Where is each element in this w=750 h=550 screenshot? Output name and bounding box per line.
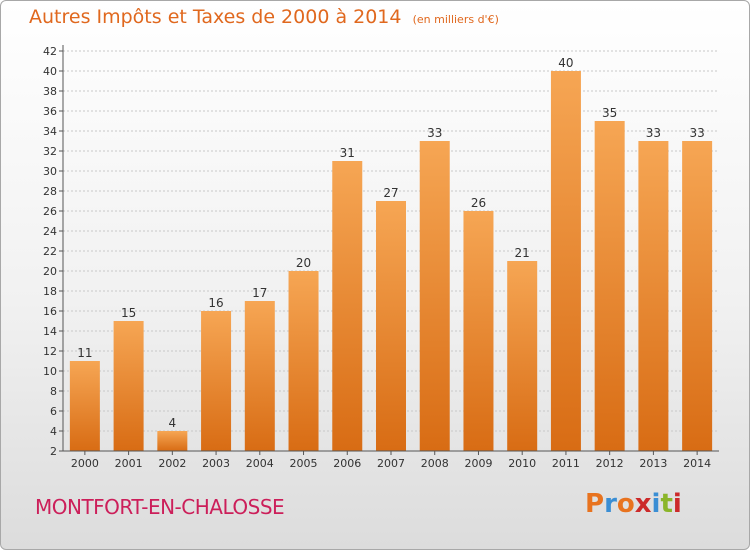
x-tick-label: 2006 xyxy=(333,457,361,470)
y-tick-label: 20 xyxy=(43,265,57,278)
chart-title: Autres Impôts et Taxes de 2000 à 2014 (e… xyxy=(29,6,499,28)
bar-2006 xyxy=(332,161,363,451)
y-tick-label: 42 xyxy=(43,45,57,58)
x-tick-label: 2003 xyxy=(202,457,230,470)
x-tick-label: 2001 xyxy=(115,457,143,470)
x-tick-label: 2004 xyxy=(246,457,274,470)
logo-letter: P xyxy=(585,489,605,519)
bar-2011 xyxy=(550,71,581,451)
logo-letter: i xyxy=(672,489,682,519)
y-tick-label: 16 xyxy=(43,305,57,318)
bar-2002 xyxy=(157,431,188,451)
x-tick-label: 2008 xyxy=(421,457,449,470)
bar-2000 xyxy=(69,361,100,451)
bar-2012 xyxy=(594,121,625,451)
chart-unit: (en milliers d'€) xyxy=(412,13,499,26)
bar-value-label: 21 xyxy=(515,246,530,260)
x-tick-label: 2009 xyxy=(464,457,492,470)
logo-letter: r xyxy=(604,489,617,519)
y-tick-label: 40 xyxy=(43,65,57,78)
bar-2009 xyxy=(463,211,494,451)
y-tick-label: 22 xyxy=(43,245,57,258)
bar-value-label: 35 xyxy=(602,106,617,120)
bar-value-label: 26 xyxy=(471,196,486,210)
proxiti-logo: Proxiti xyxy=(585,489,682,519)
chart-title-text: Autres Impôts et Taxes de 2000 à 2014 xyxy=(29,6,402,28)
bar-value-label: 16 xyxy=(208,296,223,310)
y-tick-label: 4 xyxy=(50,425,57,438)
bar-2007 xyxy=(376,201,406,451)
x-tick-label: 2012 xyxy=(596,457,624,470)
y-tick-label: 34 xyxy=(43,125,57,138)
x-tick-label: 2010 xyxy=(508,457,536,470)
bar-2013 xyxy=(638,141,669,451)
x-tick-label: 2002 xyxy=(158,457,186,470)
bar-value-label: 31 xyxy=(340,146,355,160)
bar-2003 xyxy=(201,311,232,451)
bar-value-label: 33 xyxy=(646,126,661,140)
y-tick-label: 6 xyxy=(50,405,57,418)
bar-value-label: 17 xyxy=(252,286,267,300)
bar-2010 xyxy=(507,261,538,451)
x-tick-label: 2011 xyxy=(552,457,580,470)
bar-2001 xyxy=(113,321,144,451)
y-tick-label: 12 xyxy=(43,345,57,358)
y-tick-label: 18 xyxy=(43,285,57,298)
x-tick-label: 2013 xyxy=(639,457,667,470)
bar-value-label: 20 xyxy=(296,256,311,270)
y-tick-label: 36 xyxy=(43,105,57,118)
logo-letter: t xyxy=(660,489,673,519)
x-tick-label: 2014 xyxy=(683,457,711,470)
x-tick-label: 2007 xyxy=(377,457,405,470)
bar-2005 xyxy=(288,271,319,451)
logo-letter: o xyxy=(616,489,635,519)
y-tick-label: 38 xyxy=(43,85,57,98)
bar-value-label: 4 xyxy=(169,416,177,430)
y-tick-label: 8 xyxy=(50,385,57,398)
x-tick-label: 2000 xyxy=(71,457,99,470)
y-tick-label: 14 xyxy=(43,325,57,338)
bar-2008 xyxy=(419,141,450,451)
bars: 11 15 4 16 17 20 31 27 33 26 21 40 35 33 33 xyxy=(69,56,713,451)
y-tick-label: 30 xyxy=(43,165,57,178)
y-tick-label: 28 xyxy=(43,185,57,198)
logo-letter: i xyxy=(651,489,661,519)
bar-2014 xyxy=(682,141,713,451)
commune-name: MONTFORT-EN-CHALOSSE xyxy=(35,495,285,519)
y-tick-label: 32 xyxy=(43,145,57,158)
x-tick-label: 2005 xyxy=(290,457,318,470)
y-tick-label: 10 xyxy=(43,365,57,378)
axes: 2468101214161820222426283032343638404220… xyxy=(43,45,719,470)
bar-2004 xyxy=(244,301,275,451)
y-tick-label: 26 xyxy=(43,205,57,218)
bar-value-label: 11 xyxy=(77,346,92,360)
bar-value-label: 33 xyxy=(427,126,442,140)
bar-value-label: 27 xyxy=(383,186,398,200)
bar-value-label: 40 xyxy=(558,56,573,70)
bar-value-label: 15 xyxy=(121,306,136,320)
y-tick-label: 2 xyxy=(50,445,57,458)
y-tick-label: 24 xyxy=(43,225,57,238)
bar-value-label: 33 xyxy=(689,126,704,140)
logo-letter: x xyxy=(634,489,652,519)
